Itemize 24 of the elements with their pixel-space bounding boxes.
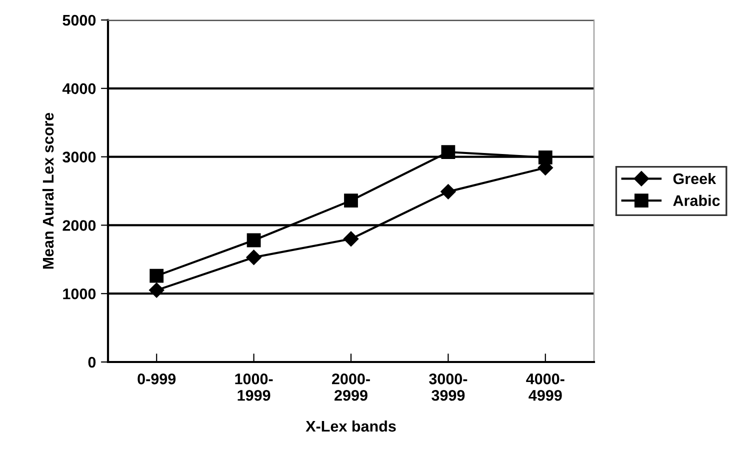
point: [538, 150, 552, 164]
x-tick-label: 3000- 3999: [429, 374, 468, 401]
point: [246, 250, 262, 265]
x-tick-label: 0-999: [138, 374, 176, 384]
y-tick-label: 2000: [62, 220, 96, 231]
point: [246, 233, 261, 248]
y-tick-label: 3000: [62, 152, 96, 163]
point: [344, 194, 358, 208]
point: [343, 231, 359, 246]
y-tick-label: 1000: [63, 288, 96, 300]
y-axis-title: Mean Aural Lex score: [42, 112, 54, 269]
x-axis-title: X-Lex bands: [306, 420, 396, 432]
point: [150, 268, 164, 283]
legend-label: Greek: [673, 172, 716, 184]
y-tick-label: 5000: [62, 14, 96, 26]
y-tick-label: 0: [88, 356, 96, 368]
point: [440, 184, 456, 200]
point: [149, 282, 164, 298]
point: [441, 145, 456, 159]
x-tick-label: 2000- 2999: [332, 374, 370, 401]
y-tick-label: 4000: [62, 83, 96, 94]
x-tick-label: 1000- 1999: [235, 374, 273, 401]
legend-label: Arabic: [673, 194, 720, 206]
x-tick-label: 4000- 4999: [526, 374, 564, 401]
